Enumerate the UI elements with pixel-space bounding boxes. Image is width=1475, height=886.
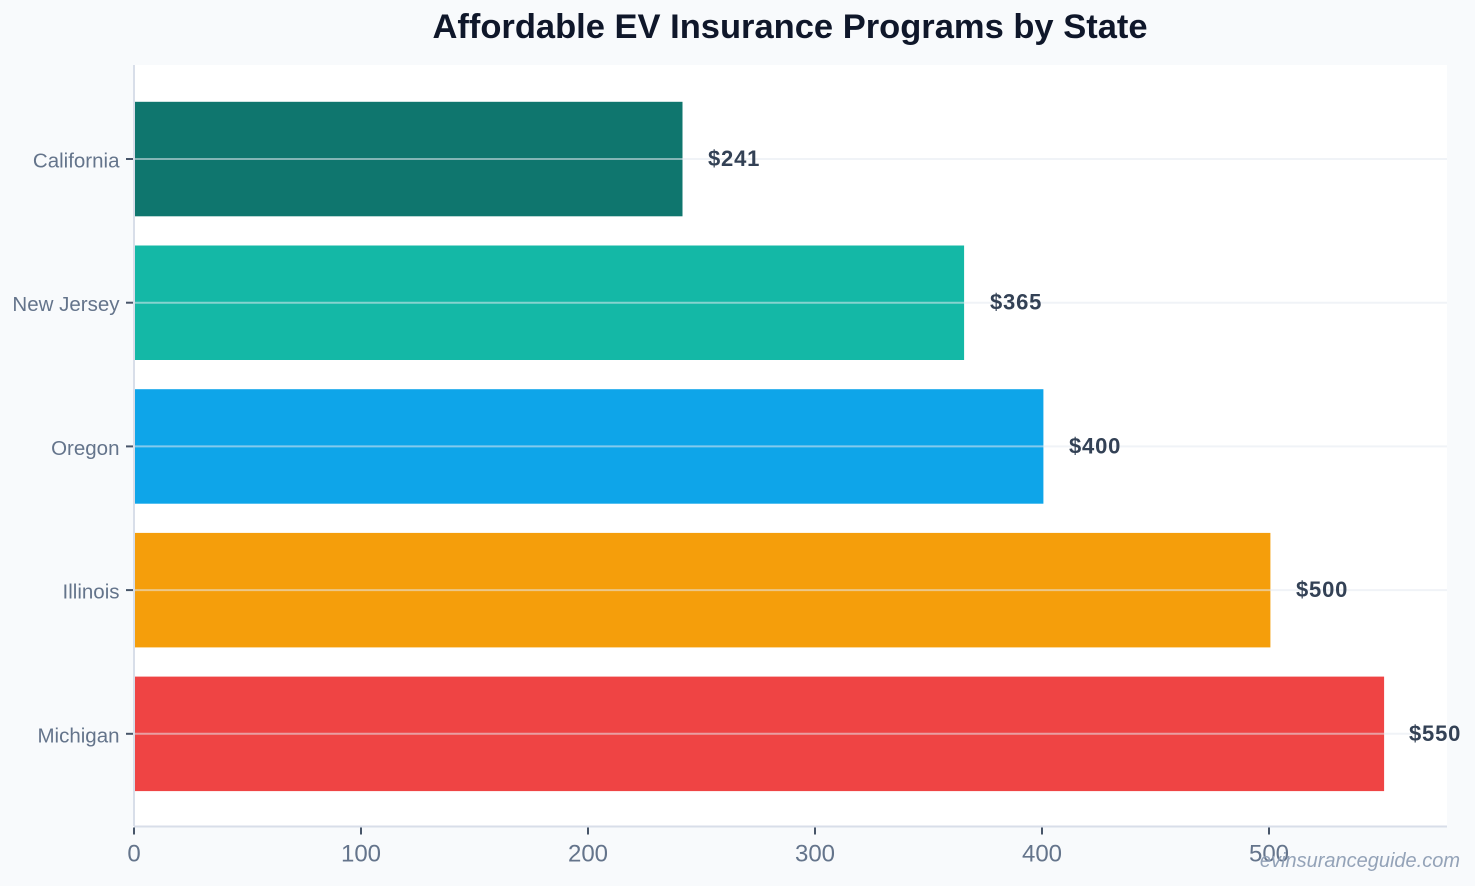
svg-text:$241: $241 [708,146,760,171]
svg-text:100: 100 [341,841,381,868]
svg-text:Illinois: Illinois [63,581,120,604]
svg-text:$550: $550 [1409,721,1461,746]
svg-text:Affordable EV Insurance Progra: Affordable EV Insurance Programs by Stat… [432,8,1147,46]
svg-text:200: 200 [568,841,608,868]
svg-text:400: 400 [1022,841,1062,868]
svg-text:$500: $500 [1296,577,1348,602]
svg-text:California: California [33,150,120,173]
svg-text:Michigan: Michigan [37,724,119,747]
svg-text:$365: $365 [990,290,1042,315]
svg-text:$400: $400 [1069,433,1121,458]
svg-text:500: 500 [1249,841,1289,868]
svg-text:300: 300 [795,841,835,868]
svg-text:New Jersey: New Jersey [12,293,120,316]
svg-text:0: 0 [127,841,140,868]
svg-text:Oregon: Oregon [51,437,119,460]
svg-text:evinsuranceguide.com: evinsuranceguide.com [1260,850,1460,872]
